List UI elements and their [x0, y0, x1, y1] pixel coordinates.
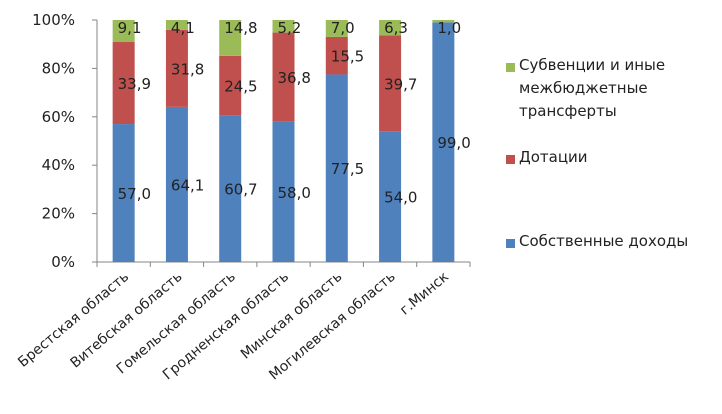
bar-segment: [379, 131, 402, 262]
data-label: 24,5: [224, 77, 257, 95]
data-label: 99,0: [437, 134, 470, 152]
bar-segment: [379, 35, 402, 132]
data-label: 31,8: [171, 60, 204, 78]
data-label: 7,0: [331, 19, 355, 37]
bar-segment: [272, 20, 295, 33]
bar-segment: [112, 20, 135, 43]
legend-label-own-revenue: Собственные доходы: [519, 230, 688, 253]
bar-segment: [432, 22, 455, 263]
data-label: 64,1: [171, 176, 204, 194]
legend-swatch-own-revenue: [506, 239, 515, 248]
bar-segment: [379, 20, 402, 36]
chart-data-labels: 57,0 33,9 9,1 64,1 31,8 4,1 60,7 24,5 14,8 58,0 36…: [118, 19, 471, 207]
data-label: 5,2: [278, 19, 302, 37]
bar-segment: [325, 74, 348, 262]
legend-swatch-grants: [506, 155, 515, 164]
bar-segment: [165, 106, 188, 263]
bar-segment: [165, 29, 188, 107]
y-tick-label: 100%: [32, 11, 75, 29]
legend-label-subventions-line-2: межбюджетные: [519, 79, 648, 97]
bar-segment: [112, 42, 135, 125]
bar-segment: [219, 20, 242, 56]
legend-label-subventions: Субвенции и иные межбюджетные трансферты: [519, 54, 665, 123]
bar-segment: [165, 20, 188, 30]
legend-item-grants: Дотации: [506, 148, 588, 169]
y-tick-label: 0%: [51, 253, 75, 271]
legend-label-own-revenue-line-1: Собственные доходы: [519, 232, 689, 250]
data-label: 4,1: [171, 19, 195, 37]
data-label: 54,0: [384, 189, 417, 207]
data-label: 15,5: [331, 48, 364, 66]
chart-axes: [92, 19, 471, 267]
bar-segment: [432, 20, 455, 23]
legend-label-grants-line-1: Дотации: [519, 148, 588, 166]
data-label: 39,7: [384, 75, 417, 93]
y-tick-label: 20%: [42, 205, 75, 223]
bar-segment: [112, 124, 135, 262]
data-label: 36,8: [278, 69, 311, 87]
data-label: 6,3: [384, 19, 408, 37]
legend-label-subventions-line-1: Субвенции и иные: [519, 56, 666, 74]
y-tick-label: 80%: [42, 59, 75, 77]
x-tick-label: г.Минск: [397, 269, 452, 319]
data-label: 77,5: [331, 160, 364, 178]
data-label: 1,0: [437, 19, 461, 37]
legend-label-grants: Дотации: [519, 146, 588, 169]
data-label: 58,0: [278, 184, 311, 202]
legend-swatch-subventions: [506, 63, 515, 72]
data-label: 9,1: [118, 19, 142, 37]
y-tick-label: 60%: [42, 108, 75, 126]
legend-item-own-revenue: Собственные доходы: [506, 232, 688, 253]
data-label: 33,9: [118, 75, 151, 93]
bar-segment: [219, 115, 242, 262]
chart-bars: [112, 20, 455, 263]
bar-segment: [325, 36, 348, 75]
legend-label-subventions-line-3: трансферты: [519, 102, 617, 120]
x-tick-label: Минская область: [238, 269, 345, 363]
legend-item-subventions: Субвенции и иные межбюджетные трансферты: [506, 56, 665, 123]
bar-segment: [219, 55, 242, 116]
data-label: 60,7: [224, 181, 257, 199]
data-label: 57,0: [118, 185, 151, 203]
data-label: 14,8: [224, 19, 257, 37]
bar-segment: [272, 32, 295, 122]
y-tick-label: 40%: [42, 156, 75, 174]
bar-segment: [272, 121, 295, 262]
bar-segment: [325, 20, 348, 37]
